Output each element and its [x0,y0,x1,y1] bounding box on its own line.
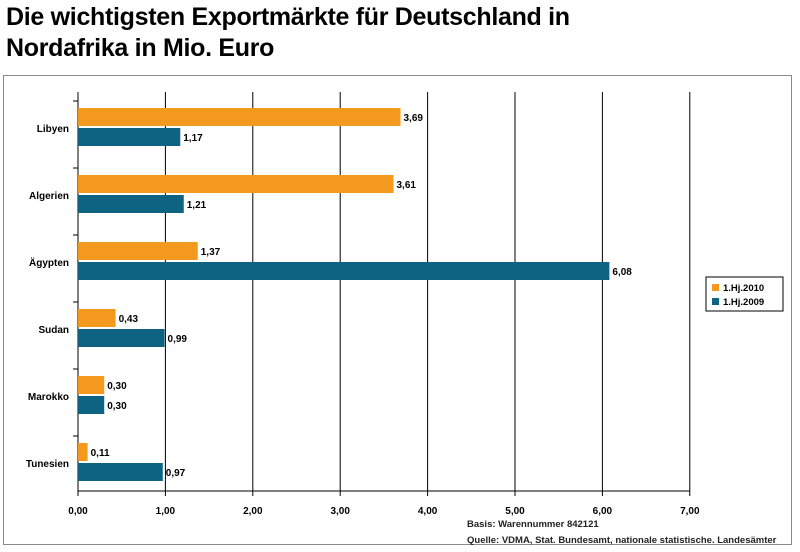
bar-0-5 [78,443,88,461]
bar-1-3 [78,329,165,347]
bar-label-1-1: 1,21 [187,200,207,211]
bar-0-1 [78,175,394,193]
legend-label-1: 1.Hj.2009 [723,297,764,308]
x-tick-label-3: 3,00 [330,506,350,517]
x-tick-label-0: 0,00 [68,506,88,517]
x-tick-label-2: 2,00 [243,506,263,517]
bar-label-0-1: 3,61 [397,180,417,191]
source-note: Quelle: VDMA, Stat. Bundesamt, nationale… [467,535,777,546]
bar-1-2 [78,262,610,280]
bar-1-0 [78,128,181,146]
category-label-4: Marokko [28,392,69,403]
legend-label-0: 1.Hj.2010 [723,283,764,294]
title-line-2: Nordafrika in Mio. Euro [6,34,275,62]
bar-1-5 [78,463,163,481]
bar-1-4 [78,396,105,414]
category-label-5: Tunesien [26,459,69,470]
bar-label-1-3: 0,99 [168,334,188,345]
bar-label-1-5: 0,97 [166,468,186,479]
bar-label-0-0: 3,69 [404,113,424,124]
bar-label-1-0: 1,17 [183,133,203,144]
basis-note: Basis: Warennummer 842121 [467,519,599,530]
title-line-1: Die wichtigsten Exportmärkte für Deutsch… [6,3,570,31]
bar-label-0-5: 0,11 [91,448,110,459]
legend-swatch-1 [712,298,719,305]
bar-label-1-4: 0,30 [107,401,127,412]
bar-label-1-2: 6,08 [612,267,632,278]
chart-title: Die wichtigsten Exportmärkte für Deutsch… [6,2,706,64]
legend-box [705,276,784,312]
legend-swatch-0 [712,284,719,291]
category-label-0: Libyen [37,124,69,135]
category-label-1: Algerien [29,191,69,202]
x-tick-label-1: 1,00 [156,506,176,517]
bar-0-4 [78,376,105,394]
bar-0-0 [78,108,401,126]
bar-label-0-3: 0,43 [119,314,139,325]
x-tick-label-5: 5,00 [505,506,525,517]
x-tick-label-4: 4,00 [418,506,438,517]
x-tick-label-6: 6,00 [593,506,613,517]
category-label-3: Sudan [38,325,69,336]
bar-1-1 [78,195,184,213]
bar-0-2 [78,242,198,260]
bar-label-0-2: 1,37 [201,247,221,258]
x-tick-label-7: 7,00 [680,506,700,517]
chart-frame [3,75,792,545]
bar-0-3 [78,309,116,327]
bar-label-0-4: 0,30 [107,381,127,392]
category-label-2: Ägypten [29,256,69,269]
